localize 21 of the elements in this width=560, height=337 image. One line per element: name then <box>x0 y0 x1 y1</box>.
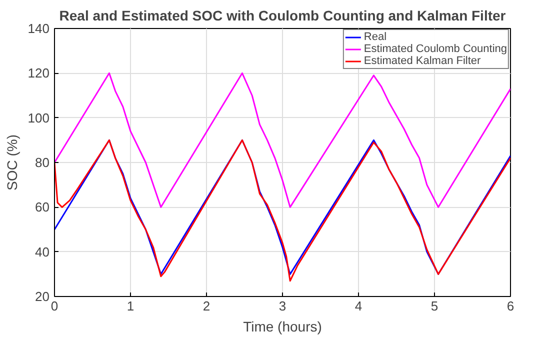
legend-label: Real <box>364 31 387 43</box>
x-tick-label: 6 <box>506 298 514 314</box>
y-tick-label: 140 <box>28 21 50 36</box>
y-axis-title: SOC (%) <box>4 134 20 190</box>
y-tick-label: 80 <box>35 155 50 170</box>
y-tick-label: 20 <box>35 289 50 304</box>
y-tick-label: 100 <box>28 110 50 126</box>
x-axis-title: Time (hours) <box>243 318 322 334</box>
y-tick-label: 60 <box>35 200 50 215</box>
legend-label: Estimated Kalman Filter <box>364 55 481 67</box>
x-tick-label: 5 <box>430 298 438 314</box>
x-tick-label: 4 <box>354 298 362 314</box>
x-tick-label: 2 <box>202 298 210 314</box>
y-tick-label: 40 <box>35 244 50 260</box>
chart-title: Real and Estimated SOC with Coulomb Counting and Kalman Filter <box>59 8 506 24</box>
x-tick-label: 0 <box>50 298 58 314</box>
x-tick-label: 3 <box>278 298 286 314</box>
x-tick-label: 1 <box>126 298 134 314</box>
y-tick-label: 120 <box>28 66 50 81</box>
legend-label: Estimated Coulomb Counting <box>364 43 507 55</box>
line-series <box>54 72 510 208</box>
